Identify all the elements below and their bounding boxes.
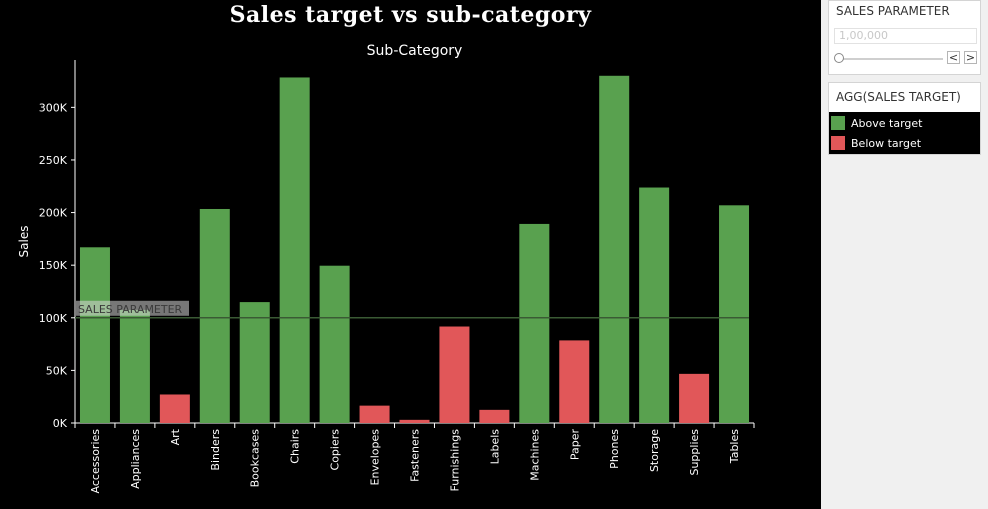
legend-item-above-target[interactable]: Above target [831, 114, 922, 132]
bar-envelopes [359, 405, 390, 423]
reference-label-box [76, 300, 189, 316]
side-panel: SALES PARAMETER 1,00,000 < > AGG(SALES T… [821, 0, 988, 509]
bar-labels [479, 409, 510, 423]
y-axis-title: Sales [17, 226, 31, 258]
y-tick-label: 200K [39, 207, 68, 220]
bar-chairs [279, 77, 310, 423]
x-tick-label-supplies: Supplies [688, 429, 701, 476]
bar-bookcases [239, 302, 270, 423]
bar-storage [639, 187, 670, 423]
bar-furnishings [439, 326, 470, 423]
column-header: Sub-Category [367, 43, 463, 59]
y-tick-label: 300K [39, 101, 68, 114]
legend-label-below-target: Below target [851, 136, 922, 150]
x-tick-label-furnishings: Furnishings [448, 429, 461, 492]
parameter-slider-track[interactable] [839, 58, 943, 60]
x-tick-label-paper: Paper [568, 429, 581, 461]
parameter-title: SALES PARAMETER [836, 4, 950, 18]
parameter-card: SALES PARAMETER 1,00,000 < > [828, 0, 981, 75]
y-tick-label: 0K [53, 417, 68, 430]
x-tick-label-appliances: Appliances [129, 429, 142, 489]
x-tick-label-fasteners: Fasteners [409, 429, 422, 482]
bar-art [159, 394, 190, 423]
x-tick-label-labels: Labels [488, 429, 501, 465]
x-tick-label-copiers: Copiers [329, 429, 342, 471]
x-tick-label-binders: Binders [209, 429, 222, 471]
parameter-increment-button[interactable]: > [964, 51, 977, 64]
x-tick-label-storage: Storage [648, 429, 661, 472]
y-tick-label: 250K [39, 154, 68, 167]
parameter-value-field[interactable]: 1,00,000 [834, 28, 977, 44]
legend-title: AGG(SALES TARGET) [836, 90, 961, 104]
legend-swatch-above-target [831, 116, 845, 130]
bar-paper [559, 340, 590, 423]
legend-item-below-target[interactable]: Below target [831, 134, 921, 152]
x-tick-label-phones: Phones [608, 429, 621, 469]
x-tick-label-chairs: Chairs [289, 429, 302, 464]
legend-swatch-below-target [831, 136, 845, 150]
x-tick-label-envelopes: Envelopes [369, 429, 382, 486]
bar-phones [599, 75, 630, 424]
reference-line-label: SALES PARAMETER [78, 303, 183, 316]
bar-fasteners [399, 419, 430, 423]
bar-appliances [119, 309, 150, 423]
parameter-slider-handle[interactable] [834, 53, 844, 63]
parameter-decrement-button[interactable]: < [947, 51, 960, 64]
x-tick-label-machines: Machines [528, 429, 541, 481]
x-tick-label-art: Art [169, 428, 182, 445]
bar-supplies [679, 373, 710, 423]
bar-machines [519, 223, 550, 423]
x-tick-label-bookcases: Bookcases [249, 429, 262, 488]
y-tick-label: 50K [46, 364, 68, 377]
bar-tables [719, 205, 750, 423]
legend-label-above-target: Above target [851, 116, 923, 130]
y-tick-label: 150K [39, 259, 68, 272]
x-tick-label-tables: Tables [728, 429, 741, 464]
chart-area: Sales target vs sub-category Sub-Categor… [0, 0, 821, 509]
y-tick-label: 100K [39, 312, 68, 325]
x-tick-label-accessories: Accessories [89, 429, 102, 494]
legend-card: AGG(SALES TARGET) Above target Below tar… [828, 82, 981, 155]
bar-copiers [319, 265, 350, 423]
bar-accessories [79, 247, 110, 423]
legend-body: Above target Below target [829, 112, 980, 154]
bar-chart: Sub-Category Sales 0K 50K 100K 150K 200K 250K 30… [17, 43, 755, 494]
bar-binders [199, 208, 230, 423]
chart-title: Sales target vs sub-category [229, 2, 592, 28]
